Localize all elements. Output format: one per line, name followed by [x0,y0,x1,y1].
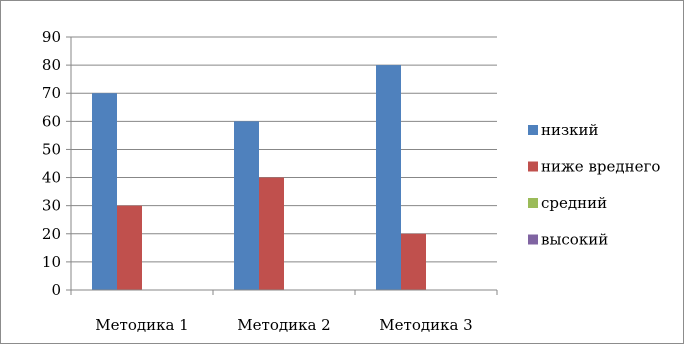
y-tick-label: 0 [51,281,61,299]
bar-1-3 [376,65,401,290]
legend-label: средний [541,194,607,212]
y-tick-label: 80 [42,56,61,74]
y-tick-label: 10 [42,253,61,271]
bar-1-2 [234,121,259,290]
y-tick-label: 30 [42,197,61,215]
y-tick-labels: 0 10 20 30 40 50 60 70 80 90 [42,28,61,299]
x-category-label: Методика 1 [95,316,188,334]
x-category-labels: Методика 1 Методика 2 Методика 3 [95,316,472,334]
y-tick-label: 40 [42,169,61,187]
axes [70,37,498,295]
y-tick-label: 50 [42,140,61,158]
legend: низкий ниже вреднего средний высокий [528,121,660,249]
bars [92,65,426,290]
y-tick-label: 70 [42,84,61,102]
bar-2-1 [117,205,142,290]
legend-swatch [528,198,538,208]
legend-label: высокий [541,231,608,249]
legend-swatch [528,234,538,245]
x-category-label: Методика 2 [237,316,330,334]
legend-label: низкий [541,121,599,139]
legend-swatch [528,125,538,135]
y-tick-label: 20 [42,225,61,243]
y-tick-label: 90 [42,28,61,46]
legend-label: ниже вреднего [541,158,660,176]
legend-swatch [528,161,538,172]
bar-2-3 [401,233,426,290]
y-tick-label: 60 [42,112,61,130]
bar-2-2 [259,177,284,290]
x-category-label: Методика 3 [379,316,472,334]
bar-1-1 [92,93,117,290]
